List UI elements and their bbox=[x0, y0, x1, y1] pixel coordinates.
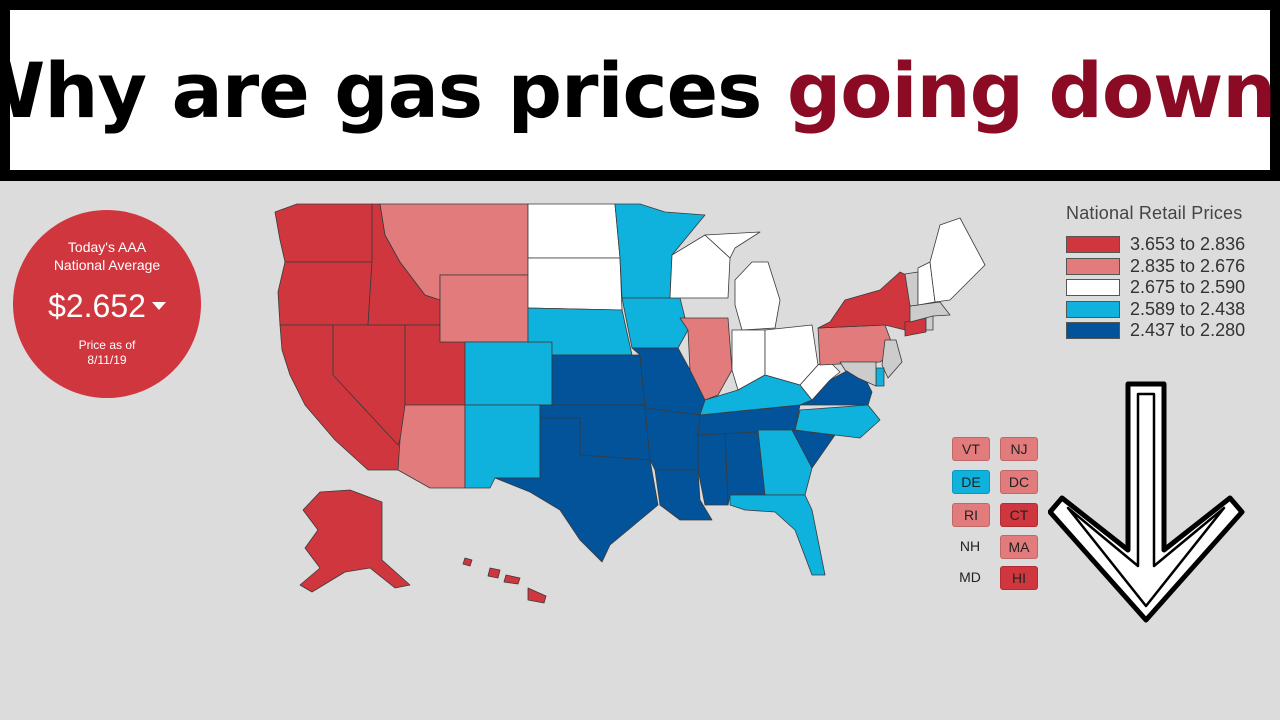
small-state-box[interactable]: CT bbox=[1000, 503, 1038, 527]
state-IL bbox=[679, 317, 733, 401]
title-suffix: ? bbox=[1275, 46, 1280, 135]
arrow-down-icon bbox=[1048, 381, 1245, 623]
state-MI bbox=[704, 231, 781, 331]
small-state-box[interactable]: NJ bbox=[1000, 437, 1038, 461]
state-NY bbox=[817, 271, 916, 331]
national-average-badge: Today's AAA National Average $2.652 Pric… bbox=[13, 210, 201, 398]
legend-item: 2.437 to 2.280 bbox=[1066, 320, 1245, 342]
state-MD bbox=[839, 361, 877, 387]
state-NJ bbox=[881, 339, 903, 379]
legend-swatch bbox=[1066, 257, 1120, 275]
state-CO bbox=[464, 341, 553, 406]
state-WV bbox=[799, 359, 841, 401]
state-WY bbox=[439, 274, 529, 343]
state-MS bbox=[697, 429, 729, 506]
national-average-price: $2.652 bbox=[48, 288, 146, 324]
small-state-box[interactable]: NH bbox=[959, 538, 981, 554]
small-state-box[interactable]: DE bbox=[952, 470, 990, 494]
legend-label: 3.653 to 2.836 bbox=[1130, 234, 1246, 255]
state-HI bbox=[462, 557, 547, 604]
price-date-line1: Price as of bbox=[78, 338, 136, 352]
caret-down-icon bbox=[151, 301, 166, 310]
state-AR bbox=[644, 407, 701, 471]
small-state-box[interactable]: MD bbox=[959, 569, 981, 585]
state-OR bbox=[277, 261, 373, 326]
legend-title: National Retail Prices bbox=[1066, 203, 1243, 223]
title-box: Why are gas prices going down? bbox=[0, 10, 1280, 170]
state-IA bbox=[621, 297, 689, 349]
state-DE bbox=[875, 367, 885, 387]
state-WA bbox=[274, 203, 373, 263]
small-states-panel: VT NJ DE DC RI CT NH MA MD HI bbox=[948, 435, 1040, 595]
price-date-line2: 8/11/19 bbox=[87, 353, 127, 367]
legend-item: 2.589 to 2.438 bbox=[1066, 299, 1245, 321]
state-ME bbox=[929, 217, 986, 303]
state-RI bbox=[925, 315, 934, 331]
state-GA bbox=[757, 429, 813, 496]
state-FL bbox=[729, 494, 826, 576]
national-average-label: Today's AAA National Average bbox=[13, 238, 201, 274]
us-gas-price-map bbox=[274, 203, 986, 604]
state-TX bbox=[494, 417, 659, 563]
state-NM bbox=[464, 404, 541, 489]
legend-item: 2.675 to 2.590 bbox=[1066, 277, 1245, 299]
price-legend: National Retail Prices 3.653 to 2.836 2.… bbox=[1066, 203, 1245, 342]
title-highlight: going down bbox=[786, 45, 1277, 135]
state-NC bbox=[794, 404, 881, 439]
small-state-box[interactable]: RI bbox=[952, 503, 990, 527]
small-state-box[interactable]: VT bbox=[952, 437, 990, 461]
legend-swatch bbox=[1066, 322, 1120, 340]
legend-label: 2.589 to 2.438 bbox=[1130, 298, 1246, 319]
state-AZ bbox=[397, 404, 466, 489]
state-AK bbox=[299, 489, 411, 593]
avg-label-line1: Today's AAA bbox=[67, 239, 147, 255]
page-title: Why are gas prices going down? bbox=[0, 46, 1280, 135]
legend-swatch bbox=[1066, 300, 1120, 318]
state-ND bbox=[527, 203, 621, 259]
title-prefix: Why are gas prices bbox=[0, 45, 787, 135]
small-state-box[interactable]: HI bbox=[1000, 566, 1038, 590]
title-banner: Why are gas prices going down? bbox=[0, 0, 1280, 181]
legend-label: 2.835 to 2.676 bbox=[1130, 255, 1246, 276]
national-average-price-row: $2.652 bbox=[13, 288, 201, 324]
legend-label: 2.675 to 2.590 bbox=[1130, 277, 1246, 298]
avg-label-line2: National Average bbox=[53, 257, 161, 273]
small-state-box[interactable]: DC bbox=[1000, 470, 1038, 494]
price-date: Price as of 8/11/19 bbox=[13, 338, 201, 368]
legend-swatch bbox=[1066, 279, 1120, 297]
legend-label: 2.437 to 2.280 bbox=[1130, 320, 1246, 341]
state-MA bbox=[909, 301, 951, 323]
legend-item: 2.835 to 2.676 bbox=[1066, 256, 1245, 278]
legend-swatch bbox=[1066, 236, 1120, 254]
small-state-box[interactable]: MA bbox=[1000, 535, 1038, 559]
state-KS bbox=[551, 354, 646, 406]
legend-item: 3.653 to 2.836 bbox=[1066, 234, 1245, 256]
state-SD bbox=[527, 257, 623, 311]
